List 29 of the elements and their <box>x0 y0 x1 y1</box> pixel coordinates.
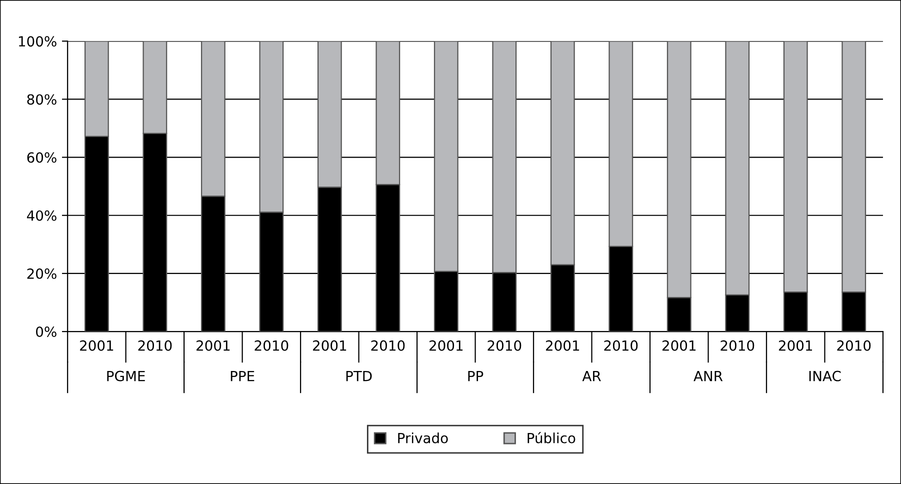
y-tick-label: 60% <box>27 152 56 163</box>
x-tick-label: 2001 <box>196 340 230 351</box>
x-tick-label: 2010 <box>720 340 754 351</box>
x-tick-label: 2001 <box>313 340 346 351</box>
legend-label: Público <box>528 432 576 444</box>
y-tick-label: 80% <box>27 94 56 105</box>
x-tick-label: 2010 <box>837 340 871 351</box>
y-tick-label: 0% <box>36 326 56 338</box>
x-tick-label: 2001 <box>662 340 696 351</box>
y-tick-label: 20% <box>27 268 56 279</box>
text: ANR <box>694 370 723 382</box>
x-tick-label: 2010 <box>604 340 638 351</box>
text: PP <box>468 370 484 382</box>
x-tick-label: 2010 <box>254 340 288 351</box>
legend-label: Privado <box>398 432 448 444</box>
y-tick-label: 100% <box>18 36 56 47</box>
x-tick-label: 2001 <box>546 340 580 351</box>
text: PPE <box>230 370 254 382</box>
x-tick-label: 2001 <box>430 340 463 351</box>
text: INAC <box>809 370 841 382</box>
x-tick-label: 2001 <box>778 340 812 351</box>
text: AR <box>582 370 601 382</box>
x-tick-label: 2001 <box>80 340 114 351</box>
x-tick-label: 2010 <box>371 340 405 351</box>
y-tick-label: 40% <box>26 210 56 221</box>
x-tick-label: 2010 <box>488 340 522 351</box>
text: PTD <box>346 370 372 382</box>
x-tick-label: 2010 <box>138 340 172 351</box>
text: PGME <box>107 370 145 382</box>
